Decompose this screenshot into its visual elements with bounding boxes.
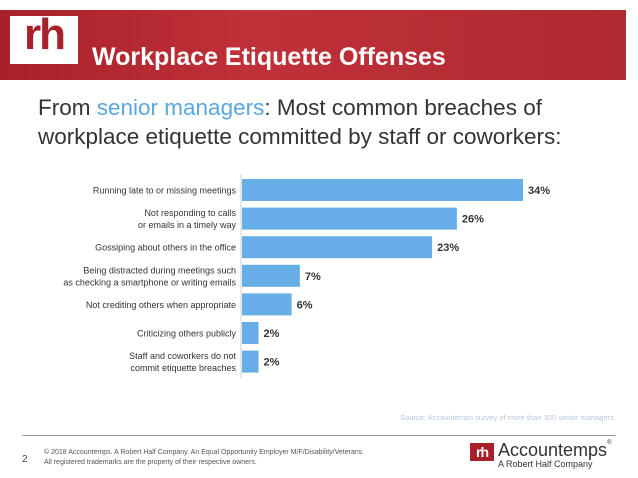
slide-title: Workplace Etiquette Offenses [92, 43, 446, 71]
subtitle-prefix: From [38, 95, 97, 120]
data-label: 34% [528, 185, 550, 197]
bar [242, 350, 259, 373]
category-label: Staff and coworkers do not commit etiquet… [129, 351, 236, 373]
brand-tagline: A Robert Half Company [498, 459, 593, 469]
category-label-line: as checking a smartphone or writing emai… [63, 277, 236, 287]
data-label: 2% [264, 357, 280, 369]
data-label: 23% [437, 242, 459, 254]
bar [242, 236, 433, 259]
brand-trademark: ® [607, 440, 612, 446]
header-banner: rh Workplace Etiquette Offenses [0, 10, 626, 80]
bar [242, 207, 457, 230]
category-label-line: Staff and coworkers do not [129, 351, 236, 361]
bar [242, 293, 292, 316]
category-label-line: Gossiping about others in the office [95, 243, 236, 253]
copyright-line-1: © 2018 Accountemps. A Robert Half Compan… [44, 449, 365, 456]
category-label-line: or emails in a timely way [138, 220, 237, 230]
category-label: Criticizing others publicly [137, 329, 237, 339]
bar [242, 179, 523, 201]
category-label: Gossiping about others in the office [95, 243, 236, 253]
rh-logo-text: rh [24, 10, 66, 59]
category-label-line: Running late to or missing meetings [93, 186, 237, 196]
page-number: 2 [22, 454, 28, 465]
category-label: Not responding to calls or emails in a ti… [138, 208, 237, 230]
category-label-line: Not crediting others when appropriate [86, 300, 236, 310]
copyright-line-2: All registered trademarks are the proper… [44, 459, 257, 466]
category-label: Being distracted during meetings such as … [63, 265, 236, 287]
category-label-line: Not responding to calls [144, 208, 236, 218]
slide-subtitle: From senior managers: Most common breach… [38, 93, 618, 151]
copyright-notice: © 2018 Accountemps. A Robert Half Compan… [44, 448, 364, 468]
footer-divider [22, 435, 616, 436]
data-label: 26% [462, 214, 484, 226]
subtitle-suffix: : Most common breaches of workplace etiq… [38, 95, 562, 149]
rh-mark-icon: rh [470, 443, 494, 461]
bar [242, 322, 259, 344]
brand-name: Accountemps® [498, 440, 611, 461]
category-label-line: Criticizing others publicly [137, 329, 237, 339]
category-label-line: Being distracted during meetings such [83, 265, 236, 275]
category-label-line: commit etiquette breaches [130, 363, 236, 373]
subtitle-highlight: senior managers [96, 95, 265, 120]
accountemps-logo: rh Accountemps® A Robert Half Company [470, 440, 630, 472]
source-note: Source: Accountemps survey of more than … [400, 413, 614, 422]
data-label: 2% [264, 328, 280, 340]
category-label: Running late to or missing meetings [93, 186, 237, 196]
brand-name-text: Accountemps [498, 440, 608, 460]
category-label: Not crediting others when appropriate [86, 300, 236, 310]
data-label: 7% [305, 271, 321, 283]
rh-logo: rh [10, 10, 78, 64]
bar-chart: 34% Running late to or missing meetings 26… [63, 174, 550, 379]
data-label: 6% [297, 299, 313, 311]
bar [242, 264, 300, 287]
rh-mark-text: rh [476, 444, 489, 460]
